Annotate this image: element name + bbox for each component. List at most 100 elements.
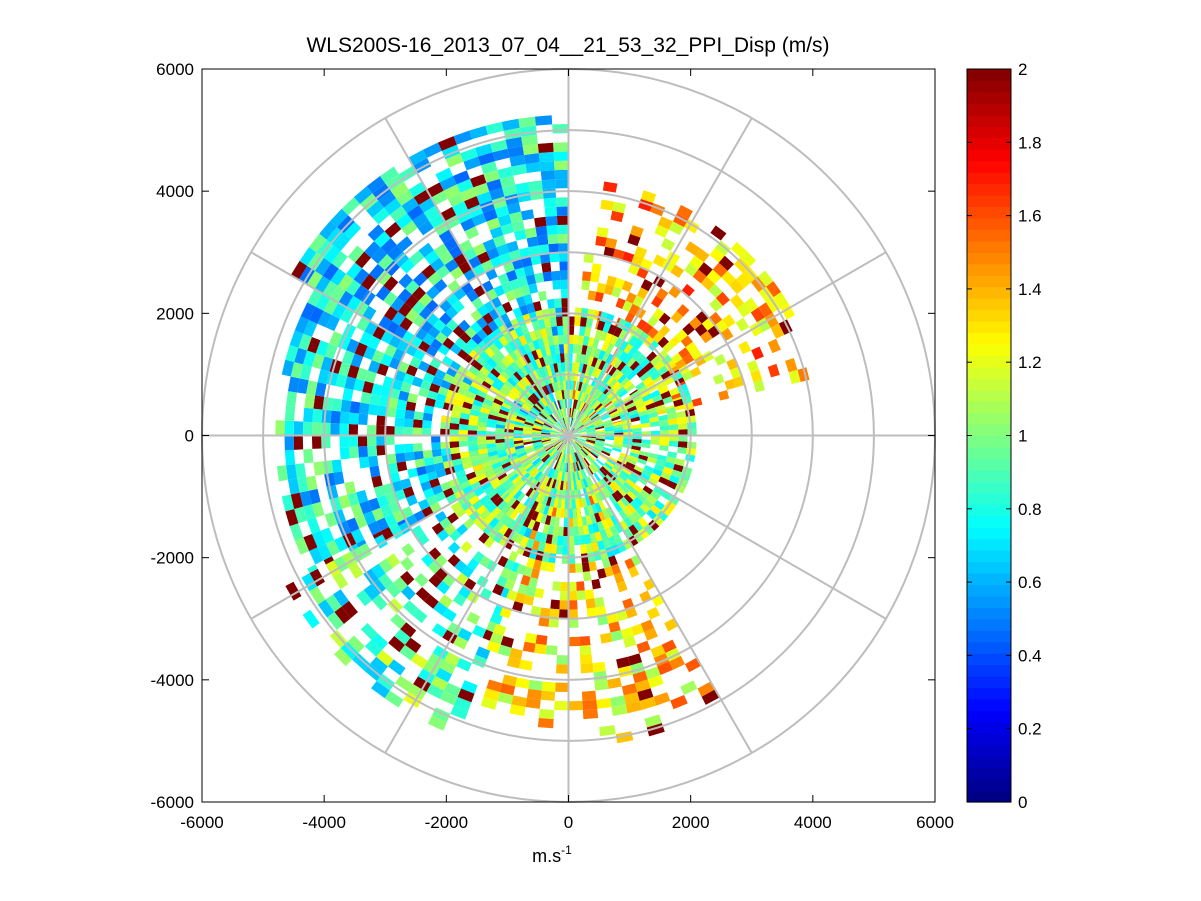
data-cell (435, 331, 448, 344)
data-cell (339, 435, 349, 448)
data-cell (411, 376, 424, 388)
data-cell (501, 461, 512, 469)
data-cell (575, 410, 581, 420)
data-cell (543, 505, 550, 516)
data-cell (581, 363, 588, 374)
data-cell (326, 227, 344, 246)
data-cell (506, 589, 518, 602)
data-cell (582, 383, 589, 393)
data-cell (646, 351, 658, 362)
data-cell (569, 444, 573, 454)
data-cell (676, 410, 687, 419)
data-cell (582, 708, 599, 720)
data-cell (556, 410, 562, 420)
data-cell (625, 383, 636, 393)
data-cell (758, 270, 774, 287)
data-cell (657, 365, 669, 376)
colorbar-step (967, 320, 1011, 334)
data-cell (471, 333, 483, 345)
data-cell (467, 424, 478, 431)
data-cell (503, 517, 514, 528)
data-cell (426, 471, 438, 481)
data-cell (476, 304, 489, 317)
data-cell (515, 677, 530, 689)
data-cell (549, 608, 560, 619)
data-cell (595, 436, 606, 440)
data-cell (540, 327, 548, 339)
data-cell (546, 446, 555, 454)
x-tick-label: 6000 (916, 813, 954, 832)
data-cell (400, 258, 416, 274)
data-cell (431, 484, 443, 496)
data-cell (573, 452, 577, 463)
data-cell (639, 372, 651, 382)
data-cell (464, 326, 477, 339)
data-cell (560, 462, 565, 472)
data-cell (375, 517, 389, 532)
data-cell (511, 460, 521, 468)
data-cell (487, 418, 497, 425)
data-cell (426, 683, 444, 700)
data-cell (370, 656, 388, 674)
data-cell (562, 481, 567, 491)
data-cell (588, 485, 595, 496)
data-cell (742, 266, 759, 283)
data-cell (608, 621, 621, 633)
data-cell (309, 233, 327, 253)
data-cell (618, 520, 629, 531)
data-cell (581, 392, 588, 403)
data-cell (579, 449, 586, 458)
data-cell (537, 142, 554, 154)
data-cell (309, 568, 326, 587)
data-cell (577, 436, 587, 440)
data-cell (621, 418, 632, 425)
data-cell (598, 479, 607, 490)
data-cell (663, 375, 675, 386)
data-cell (694, 323, 708, 337)
data-cell (330, 268, 347, 286)
data-cell (374, 231, 391, 248)
data-cell (595, 439, 605, 444)
data-cell (508, 455, 519, 462)
data-cell (582, 525, 590, 536)
data-cell (412, 427, 423, 436)
data-cell (505, 506, 515, 518)
data-cell (529, 467, 538, 477)
data-cell (423, 405, 435, 415)
data-cell (471, 297, 484, 310)
data-cell (560, 581, 569, 592)
data-cell (601, 414, 611, 421)
data-cell (682, 353, 695, 365)
data-cell (573, 442, 581, 451)
data-cell (547, 234, 559, 245)
data-cell (578, 450, 585, 459)
data-cell (395, 213, 413, 230)
data-cell (594, 424, 604, 429)
data-cell (427, 325, 441, 339)
data-cell (501, 383, 512, 393)
data-cell (585, 317, 594, 328)
data-cell (660, 390, 672, 400)
data-cell (612, 201, 627, 214)
data-cell (571, 408, 575, 418)
data-cell (418, 197, 436, 213)
data-cell (644, 714, 662, 728)
data-cell (480, 696, 498, 710)
data-cell (585, 425, 595, 430)
data-cell (689, 316, 702, 330)
data-cell (620, 377, 630, 387)
data-cell (418, 387, 430, 398)
data-cell (534, 272, 545, 284)
data-cell (514, 533, 524, 545)
data-cell (516, 315, 526, 327)
data-cell (356, 490, 369, 504)
data-cell (653, 500, 665, 511)
data-cell (532, 458, 542, 467)
data-cell (404, 451, 415, 462)
data-cell (531, 436, 542, 440)
data-cell (574, 441, 583, 449)
data-cell (724, 378, 736, 391)
data-cell (335, 373, 348, 388)
data-cell (788, 369, 801, 384)
data-cell (535, 368, 543, 379)
